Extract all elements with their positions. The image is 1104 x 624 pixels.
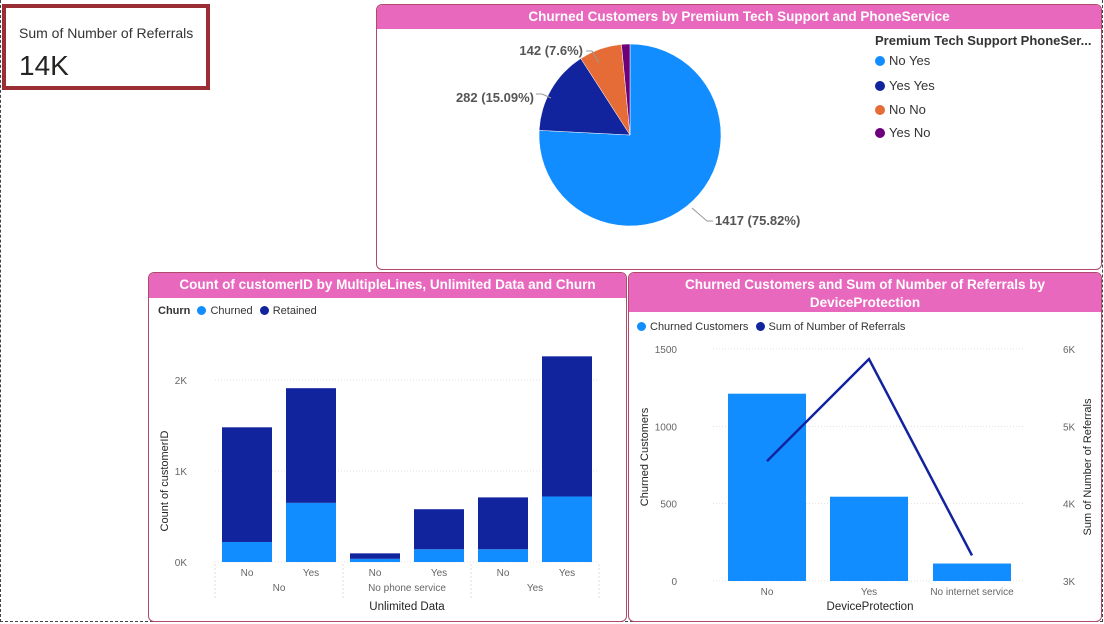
x-tick-label: Yes xyxy=(861,587,877,598)
legend-dot xyxy=(755,322,765,331)
bar-churned-customers[interactable] xyxy=(933,563,1011,581)
y-tick-label-left: 1500 xyxy=(655,345,678,356)
bar-segment-retained[interactable] xyxy=(414,509,464,550)
x-tick-label: Yes xyxy=(431,568,447,579)
bar-churned-customers[interactable] xyxy=(830,496,908,581)
bar-segment-retained[interactable] xyxy=(350,553,400,559)
combo-legend: Churned Customers Sum of Number of Refer… xyxy=(637,321,905,333)
bar-legend-label: Churned xyxy=(210,305,253,317)
legend-dot xyxy=(875,81,885,91)
bar-segment-churned[interactable] xyxy=(286,502,336,562)
bar-churned-customers[interactable] xyxy=(728,393,806,581)
combo-xlabel: DeviceProtection xyxy=(827,601,914,613)
pie-legend-yes-no[interactable]: Yes No xyxy=(875,125,930,140)
pie-title: Churned Customers by Premium Tech Suppor… xyxy=(377,5,1101,29)
x-tick-label: No xyxy=(241,568,254,579)
legend-dot xyxy=(875,56,885,66)
pie-legend-label: Yes Yes xyxy=(889,78,935,93)
card-label: Sum of Number of Referrals xyxy=(19,25,194,41)
pie-legend-no-no[interactable]: No No xyxy=(875,102,926,117)
bar-segment-churned[interactable] xyxy=(350,558,400,562)
pie-chart: 1417 (75.82%) 282 (15.09%) 142 (7.6%) xyxy=(456,43,800,228)
x-group-label: No phone service xyxy=(368,583,446,594)
x-tick-label: Yes xyxy=(559,568,575,579)
pie-legend-label: No Yes xyxy=(889,53,931,68)
y-tick-label-right: 4K xyxy=(1063,500,1076,511)
y-tick-label-left: 0 xyxy=(671,577,677,588)
legend-dot xyxy=(875,105,885,115)
pie-label-no-no: 142 (7.6%) xyxy=(519,43,583,58)
legend-dot xyxy=(197,306,207,315)
combo-ylabel-left: Churned Customers xyxy=(639,407,651,506)
legend-dot xyxy=(875,128,885,138)
bar-legend-churned[interactable]: Churned xyxy=(197,305,253,317)
y-tick-label-right: 5K xyxy=(1063,422,1076,433)
bar-segment-retained[interactable] xyxy=(222,427,272,542)
pie-leader-no-yes xyxy=(691,207,713,222)
bar-legend: Churn Churned Retained xyxy=(158,305,317,317)
combo-legend-label: Churned Customers xyxy=(650,321,749,333)
bar-segment-retained[interactable] xyxy=(478,497,528,550)
bar-ylabel: Count of customerID xyxy=(159,431,171,532)
bar-segment-churned[interactable] xyxy=(414,549,464,562)
pie-visual[interactable]: Churned Customers by Premium Tech Suppor… xyxy=(376,4,1102,270)
x-group-label: Yes xyxy=(527,583,543,594)
pie-legend-title: Premium Tech Support PhoneSer... xyxy=(875,33,1092,48)
combo-legend-churned[interactable]: Churned Customers xyxy=(637,321,748,333)
x-tick-label: No xyxy=(497,568,510,579)
legend-dot xyxy=(637,322,646,331)
pie-label-yes-yes: 282 (15.09%) xyxy=(456,90,534,105)
bar-legend-title: Churn xyxy=(158,305,191,317)
x-group-label: No xyxy=(273,583,286,594)
x-tick-label: No xyxy=(761,587,774,598)
pie-label-no-yes: 1417 (75.82%) xyxy=(715,213,800,228)
pie-leader-yes-yes xyxy=(536,93,552,99)
y-tick-label-right: 3K xyxy=(1063,577,1076,588)
bar-visual[interactable]: Count of customerID by MultipleLines, Un… xyxy=(148,272,627,622)
bar-segment-retained[interactable] xyxy=(286,388,336,503)
bar-segment-churned[interactable] xyxy=(478,549,528,562)
bar-legend-retained[interactable]: Retained xyxy=(259,305,317,317)
bar-segment-retained[interactable] xyxy=(542,356,592,497)
pie-slice-yes-yes[interactable] xyxy=(538,58,631,136)
pie-legend-no-yes[interactable]: No Yes xyxy=(875,53,930,68)
pie-legend-label: No No xyxy=(889,102,926,117)
pie-slice-yes-no[interactable] xyxy=(621,43,631,136)
line-referrals[interactable] xyxy=(766,356,974,557)
y-tick-label: 0K xyxy=(175,558,188,569)
combo-chart: 0 500 1000 1500 3K 4K 5K 6K No Yes No internet ser… xyxy=(639,345,1094,613)
combo-legend-label: Sum of Number of Referrals xyxy=(768,321,906,333)
x-tick-label: No xyxy=(369,568,382,579)
y-tick-label-right: 6K xyxy=(1063,345,1076,356)
combo-legend-referrals[interactable]: Sum of Number of Referrals xyxy=(755,321,906,333)
stacked-bar-chart: 0K 1K 2K No Yes No Yes No Yes No No phone service Y… xyxy=(159,356,600,613)
bar-legend-label: Retained xyxy=(272,305,317,317)
legend-dot xyxy=(259,306,269,315)
y-tick-label-left: 500 xyxy=(660,500,677,511)
pie-legend-label: Yes No xyxy=(889,125,931,140)
bar-segment-churned[interactable] xyxy=(222,541,272,562)
bar-segment-churned[interactable] xyxy=(542,496,592,562)
y-tick-label-left: 1000 xyxy=(655,422,678,433)
y-tick-label: 1K xyxy=(175,467,188,478)
x-tick-label: Yes xyxy=(303,568,319,579)
pie-leader-no-no xyxy=(586,50,600,64)
combo-ylabel-right: Sum of Number of Referrals xyxy=(1082,398,1094,535)
card-value: 14K xyxy=(19,50,69,81)
combo-visual[interactable]: Churned Customers and Sum of Number of R… xyxy=(628,272,1102,622)
bar-xlabel: Unlimited Data xyxy=(369,601,445,613)
y-tick-label: 2K xyxy=(175,376,188,387)
x-tick-label: No internet service xyxy=(930,587,1014,598)
pie-legend-yes-yes[interactable]: Yes Yes xyxy=(875,78,935,93)
combo-title: Churned Customers and Sum of Number of R… xyxy=(629,273,1101,312)
bar-title: Count of customerID by MultipleLines, Un… xyxy=(149,273,626,298)
referrals-card[interactable]: Sum of Number of Referrals 14K xyxy=(2,4,210,90)
